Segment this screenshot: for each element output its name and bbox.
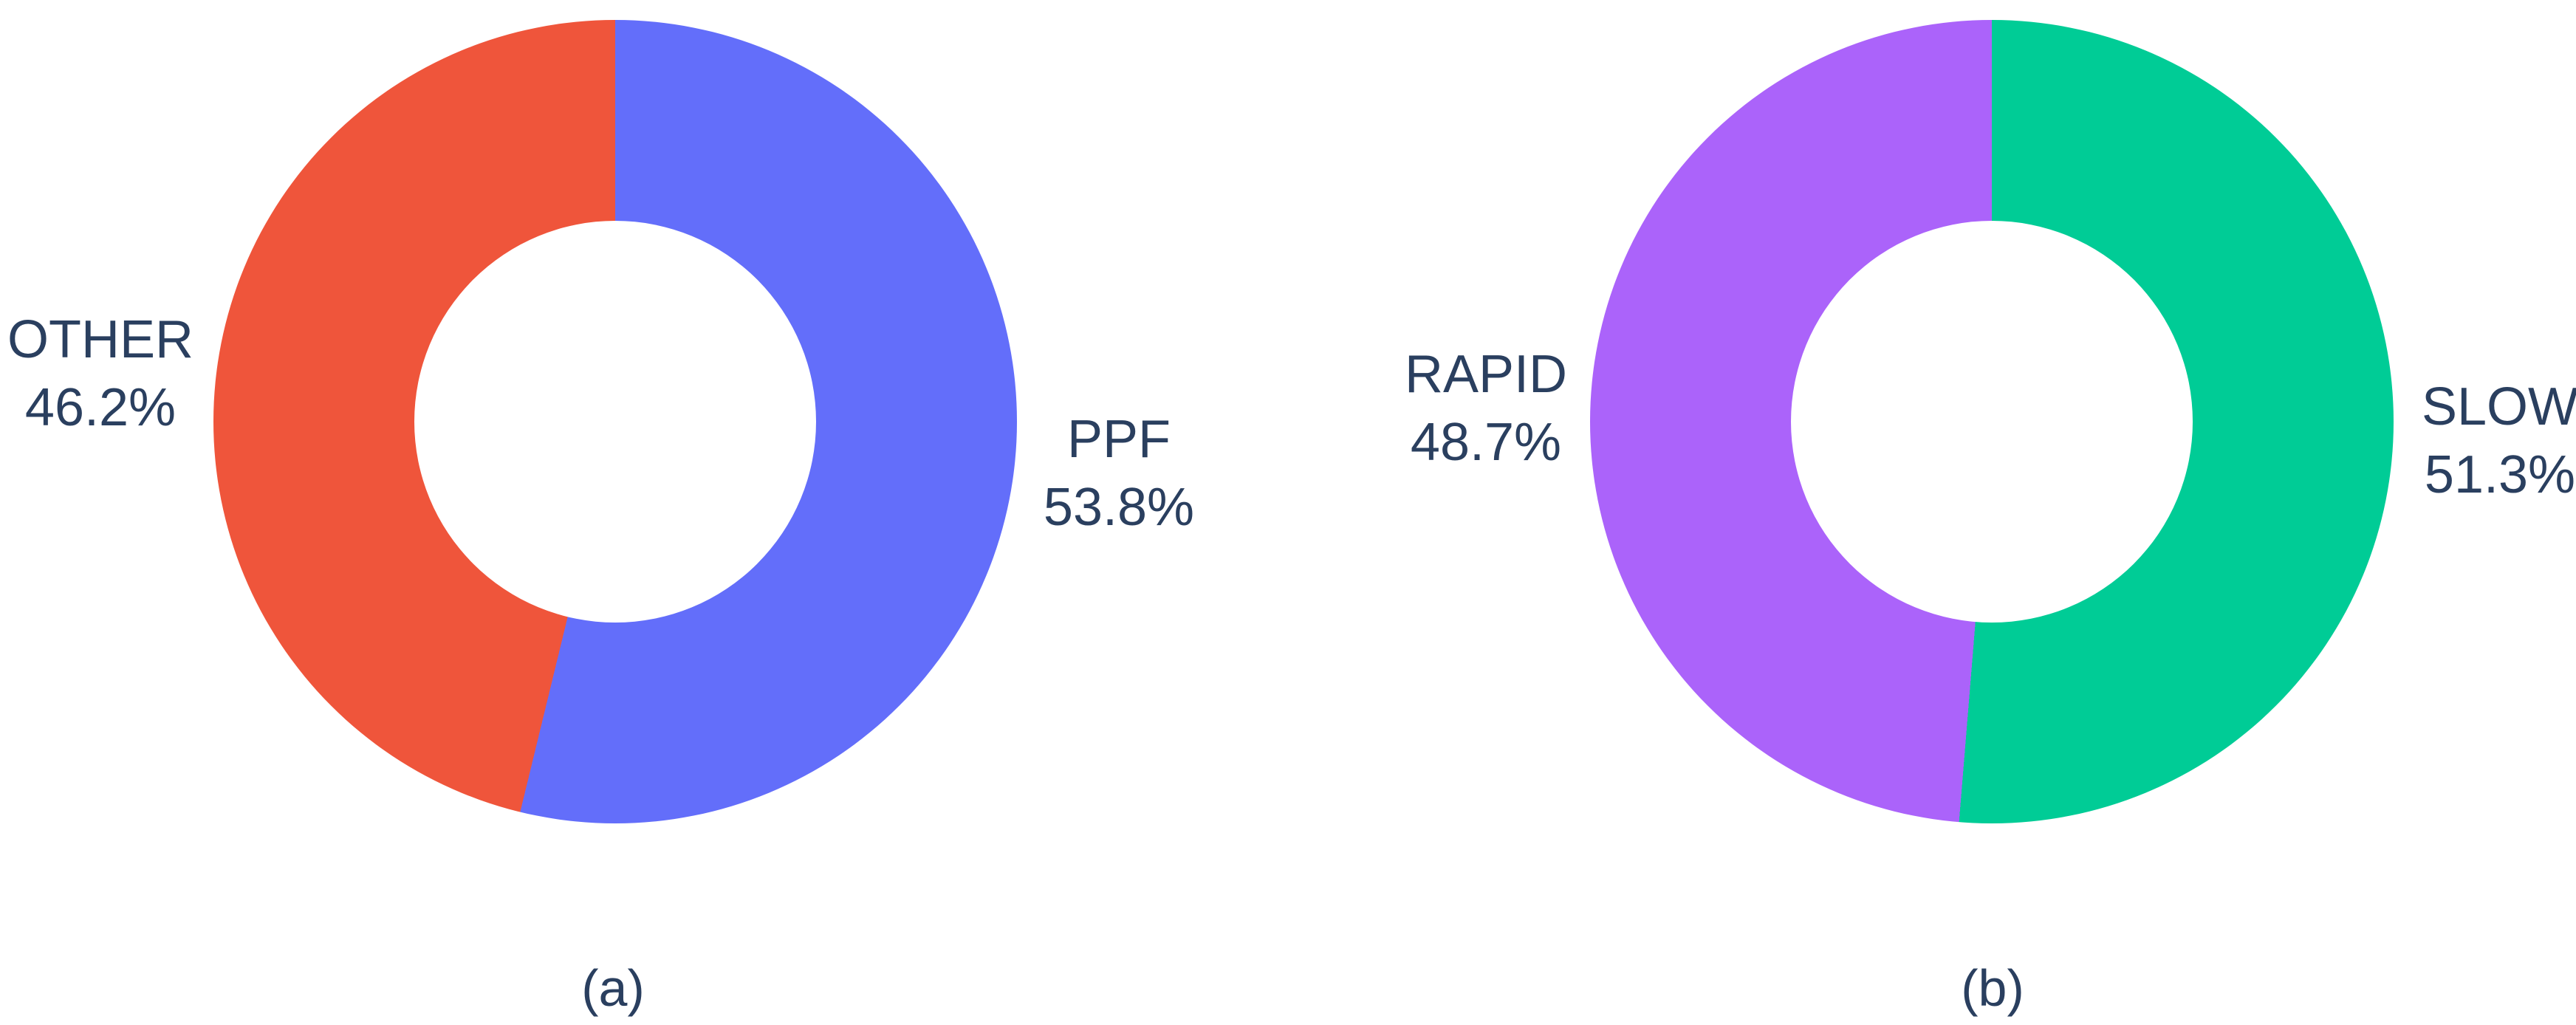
slice-label-rapid-name: RAPID: [1404, 344, 1568, 404]
slice-label-other-name: OTHER: [7, 309, 193, 369]
slice-label-slow-name: SLOW: [2421, 377, 2576, 436]
donut-hole-a: [414, 221, 816, 623]
donut-chart-a: [213, 20, 1017, 823]
slice-label-rapid-pct: 48.7%: [1410, 413, 1562, 472]
slice-label-ppf-pct: 53.8%: [1043, 478, 1195, 537]
caption-a: (a): [581, 959, 645, 1017]
slice-label-other: OTHER 46.2%: [7, 306, 193, 442]
donut-hole-b: [1791, 221, 2193, 623]
slice-label-ppf-name: PPF: [1066, 409, 1171, 469]
caption-b: (b): [1961, 959, 2024, 1017]
slice-label-slow-pct: 51.3%: [2424, 445, 2576, 504]
donut-chart-b: [1590, 20, 2394, 823]
slice-label-slow: SLOW 51.3%: [2422, 373, 2576, 509]
slice-label-ppf: PPF 53.8%: [1044, 405, 1194, 541]
slice-label-rapid: RAPID 48.7%: [1405, 340, 1567, 476]
slice-label-other-pct: 46.2%: [24, 378, 177, 437]
